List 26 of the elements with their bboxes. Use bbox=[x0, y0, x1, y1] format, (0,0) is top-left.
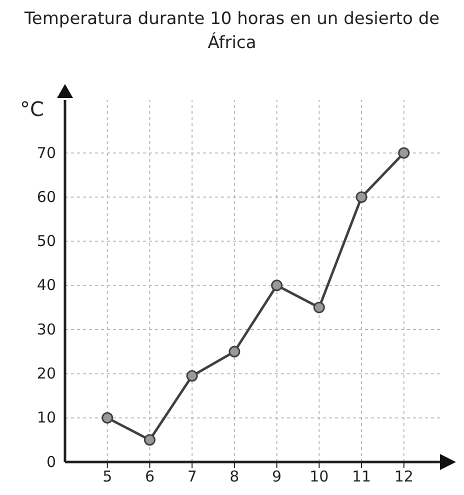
y-tick-label: 60 bbox=[36, 188, 56, 206]
x-tick-label: 7 bbox=[187, 468, 197, 486]
x-tick-label: 11 bbox=[352, 468, 372, 486]
point bbox=[186, 370, 198, 382]
x-tick-label: 12 bbox=[394, 468, 414, 486]
y-tick-label: 30 bbox=[36, 320, 56, 338]
x-tick-label: 10 bbox=[310, 468, 329, 486]
point bbox=[102, 412, 114, 424]
x-tick-label: 6 bbox=[144, 468, 154, 486]
y-axis-title: °C bbox=[20, 97, 44, 121]
point bbox=[398, 147, 410, 159]
y-tick-label: 10 bbox=[36, 408, 56, 427]
x-tick-label: 8 bbox=[230, 468, 240, 486]
point bbox=[313, 302, 325, 314]
chart-title: Temperatura durante 10 horas en un desierto de África bbox=[23, 9, 440, 53]
y-tick-label: 40 bbox=[36, 276, 56, 294]
point bbox=[356, 191, 368, 203]
point bbox=[271, 280, 283, 292]
x-tick-label: 5 bbox=[102, 468, 112, 486]
y-tick-label: 0 bbox=[46, 452, 56, 471]
y-tick-label: 50 bbox=[36, 232, 56, 250]
point bbox=[228, 346, 240, 358]
y-tick-label: 20 bbox=[36, 364, 56, 383]
point bbox=[144, 434, 156, 446]
x-tick-label: 9 bbox=[272, 468, 282, 486]
y-tick-label: 70 bbox=[36, 144, 56, 162]
